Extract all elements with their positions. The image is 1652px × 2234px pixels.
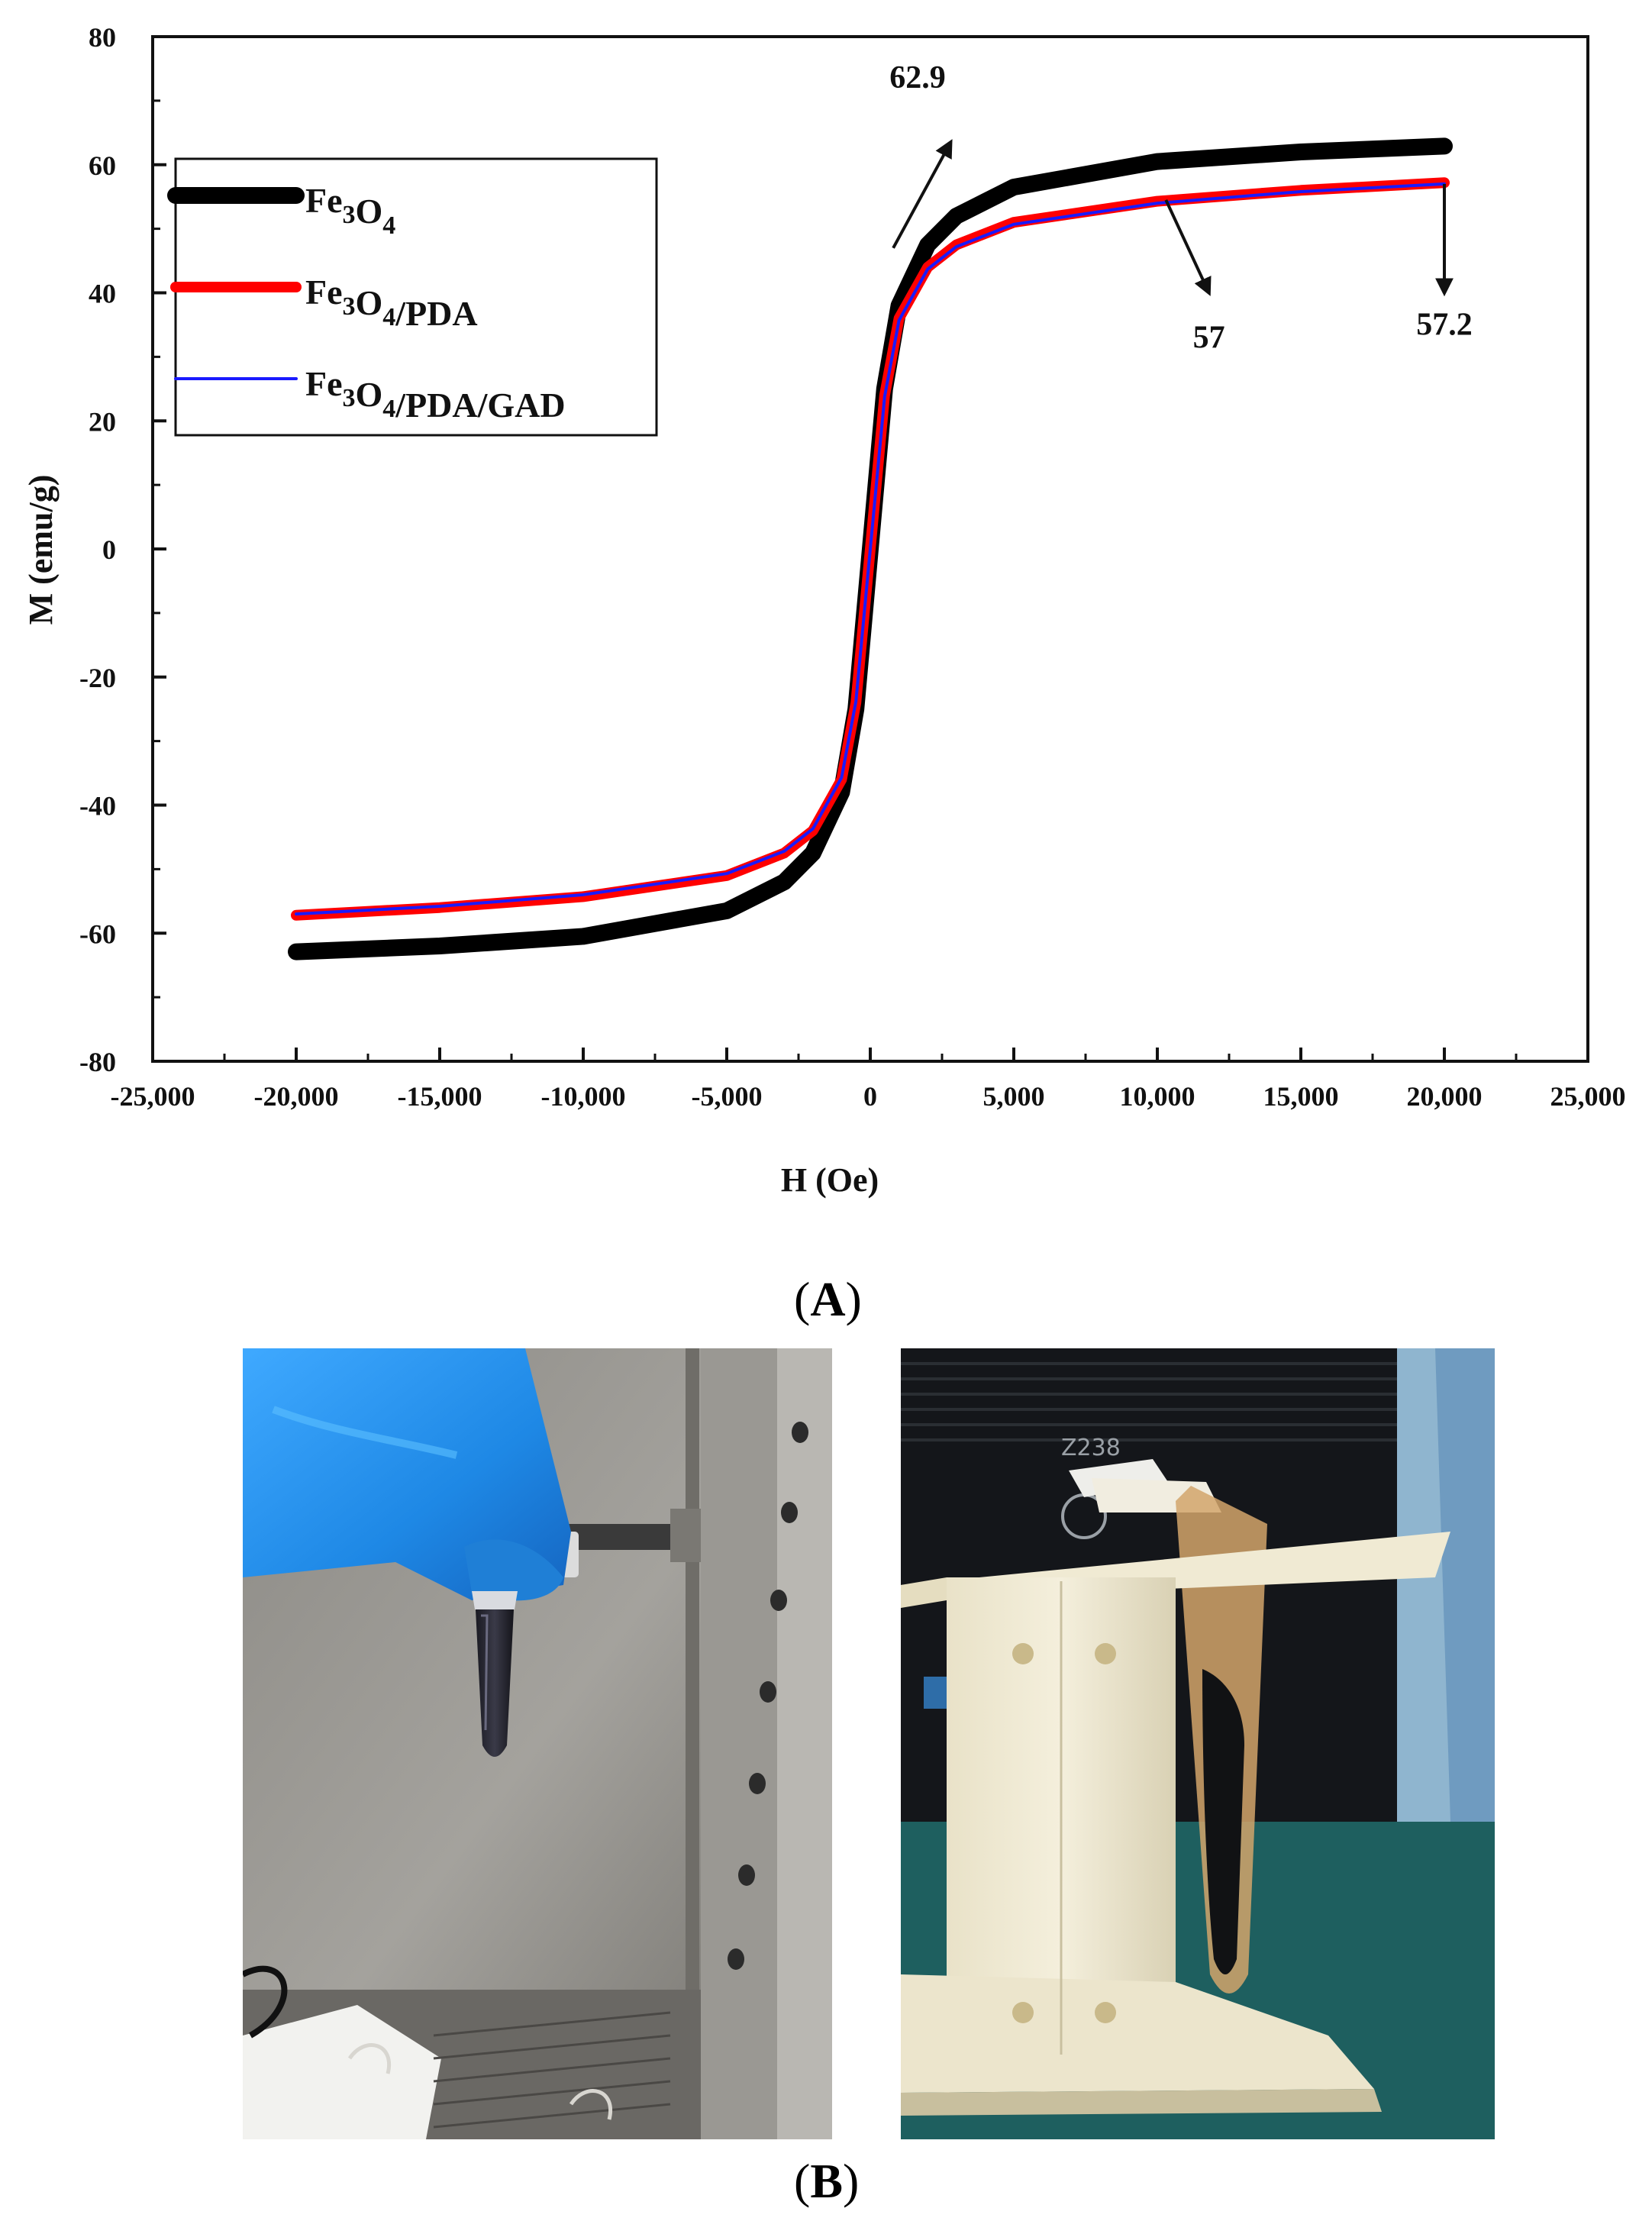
- x-tick-label: 10,000: [1120, 1081, 1195, 1112]
- x-tick-label: -25,000: [111, 1081, 195, 1112]
- y-tick-label: -20: [79, 663, 116, 693]
- y-tick-label: 60: [89, 150, 116, 181]
- y-tick-label: 40: [89, 279, 116, 309]
- chart-legend: Fe3O4 Fe3O4/PDA Fe3O4/PDA/GAD: [167, 157, 658, 437]
- x-tick-label: 25,000: [1550, 1081, 1626, 1112]
- annotation-label-1: 57: [1193, 320, 1225, 355]
- y-tick-label: 20: [89, 406, 116, 437]
- x-tick-label: 0: [863, 1081, 877, 1112]
- x-tick-label: 15,000: [1263, 1081, 1339, 1112]
- y-tick-label: 0: [102, 534, 116, 565]
- panel-label-b: (B): [794, 2154, 860, 2208]
- x-tick-label: 5,000: [983, 1081, 1045, 1112]
- annotation-arrow-0: [892, 139, 953, 249]
- magnetization-chart: -25,000 -20,000 -15,000 -10,000 -5,000 0 5,000…: [22, 22, 1626, 1199]
- chart-axes: -25,000 -20,000 -15,000 -10,000 -5,000 0 5,000…: [79, 22, 1626, 1112]
- photo-tube-on-magnet-stand: Z238: [901, 1348, 1495, 2139]
- legend-entry-0: Fe3O4: [305, 181, 395, 240]
- monitor-model-text: Z238: [1061, 1435, 1121, 1461]
- panel-label-a: (A): [794, 1272, 862, 1326]
- x-tick-label: -20,000: [254, 1081, 339, 1112]
- legend-entry-2: Fe3O4/PDA/GAD: [305, 364, 566, 425]
- x-tick-label: -15,000: [398, 1081, 482, 1112]
- x-tick-label: -5,000: [692, 1081, 763, 1112]
- annotation-label-0: 62.9: [889, 60, 946, 95]
- y-tick-label: -80: [79, 1047, 116, 1077]
- series-line-2: [295, 182, 1446, 916]
- legend-entry-1: Fe3O4/PDA: [305, 273, 478, 333]
- y-axis-title: M (emu/g): [22, 475, 60, 625]
- y-tick-label: 80: [89, 22, 116, 53]
- y-tick-label: -60: [79, 918, 116, 949]
- chart-series: [288, 137, 1453, 960]
- x-tick-label: 20,000: [1407, 1081, 1483, 1112]
- x-axis-title: H (Oe): [781, 1161, 879, 1199]
- annotation-arrow-1: [1164, 199, 1212, 296]
- photo-hand-holding-tube: [243, 1348, 832, 2139]
- chart-annotations: 62.9 57 57.2: [889, 60, 1472, 355]
- legend-box: [174, 157, 658, 437]
- y-tick-label: -40: [79, 791, 116, 822]
- x-tick-label: -10,000: [541, 1081, 626, 1112]
- annotation-label-2: 57.2: [1416, 308, 1473, 343]
